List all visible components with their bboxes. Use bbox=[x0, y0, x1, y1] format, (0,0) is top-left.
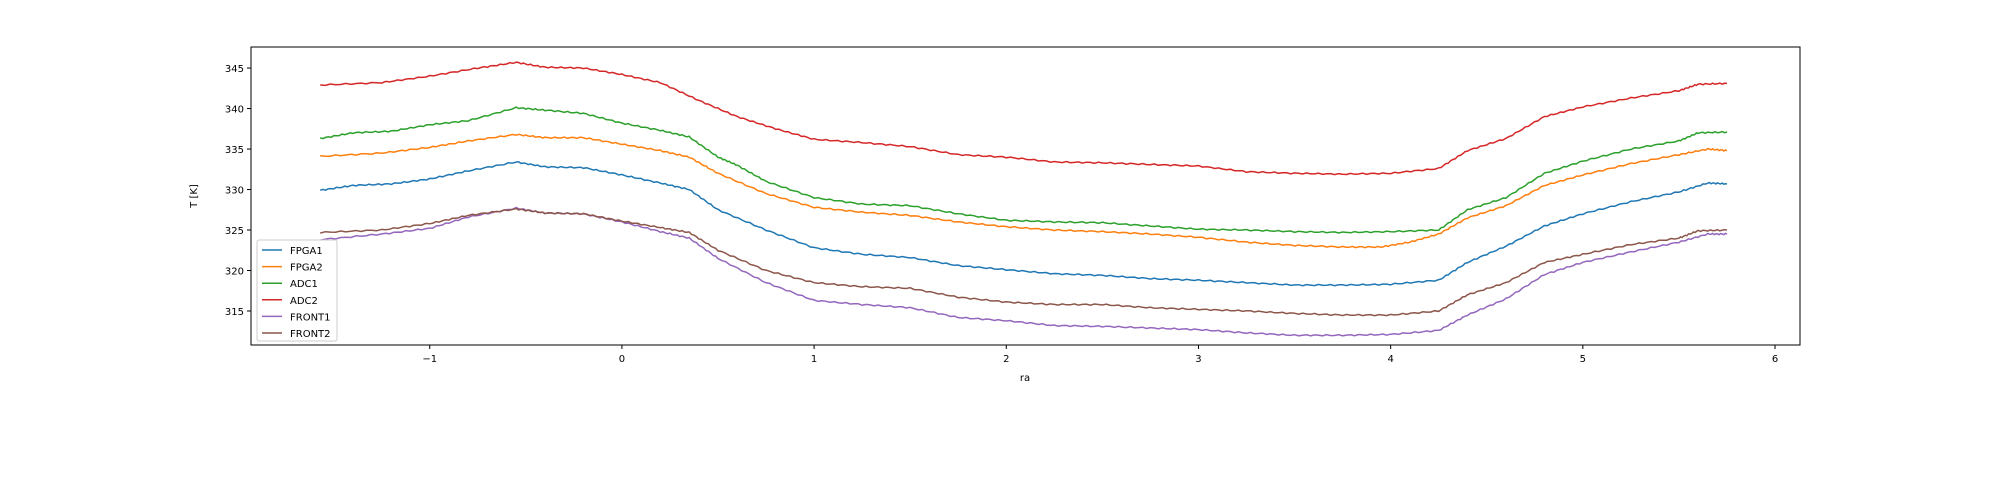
series-line-front1 bbox=[320, 206, 1728, 337]
y-tick-label: 325 bbox=[225, 226, 244, 237]
legend-label: ADC2 bbox=[290, 296, 318, 307]
legend-label: FPGA2 bbox=[290, 263, 323, 274]
y-axis: 315 320 325 330 335 340 345 bbox=[225, 64, 251, 318]
x-axis: −1 0 1 2 3 4 5 6 bbox=[422, 345, 1778, 365]
series-line-front2 bbox=[320, 207, 1728, 317]
y-axis-label: T [K] bbox=[189, 184, 200, 209]
x-tick-label: −1 bbox=[422, 354, 437, 365]
series-line-fpga1 bbox=[319, 161, 1728, 287]
legend-label: FRONT2 bbox=[290, 329, 331, 340]
y-tick-label: 315 bbox=[225, 307, 244, 318]
y-tick-label: 345 bbox=[225, 64, 244, 75]
x-tick-label: 1 bbox=[811, 354, 817, 365]
y-tick-label: 330 bbox=[225, 186, 244, 197]
legend-label: ADC1 bbox=[290, 279, 318, 290]
series-line-fpga2 bbox=[320, 133, 1728, 249]
y-tick-label: 335 bbox=[225, 145, 244, 156]
legend-label: FPGA1 bbox=[290, 246, 323, 257]
x-axis-label: ra bbox=[1020, 373, 1030, 384]
x-tick-label: 5 bbox=[1580, 354, 1586, 365]
legend: FPGA1 FPGA2 ADC1 ADC2 FRONT1 FRONT2 bbox=[256, 239, 338, 342]
x-tick-label: 0 bbox=[619, 354, 625, 365]
series-line-adc2 bbox=[320, 61, 1728, 176]
series-line-adc1 bbox=[320, 106, 1728, 234]
legend-label: FRONT1 bbox=[290, 312, 331, 323]
x-tick-label: 3 bbox=[1195, 354, 1201, 365]
y-tick-label: 320 bbox=[225, 267, 244, 278]
series-layer bbox=[319, 61, 1728, 337]
x-tick-label: 4 bbox=[1387, 354, 1393, 365]
y-tick-label: 340 bbox=[225, 105, 244, 116]
plot-frame bbox=[250, 46, 1801, 346]
x-tick-label: 6 bbox=[1772, 354, 1778, 365]
x-tick-label: 2 bbox=[1003, 354, 1009, 365]
